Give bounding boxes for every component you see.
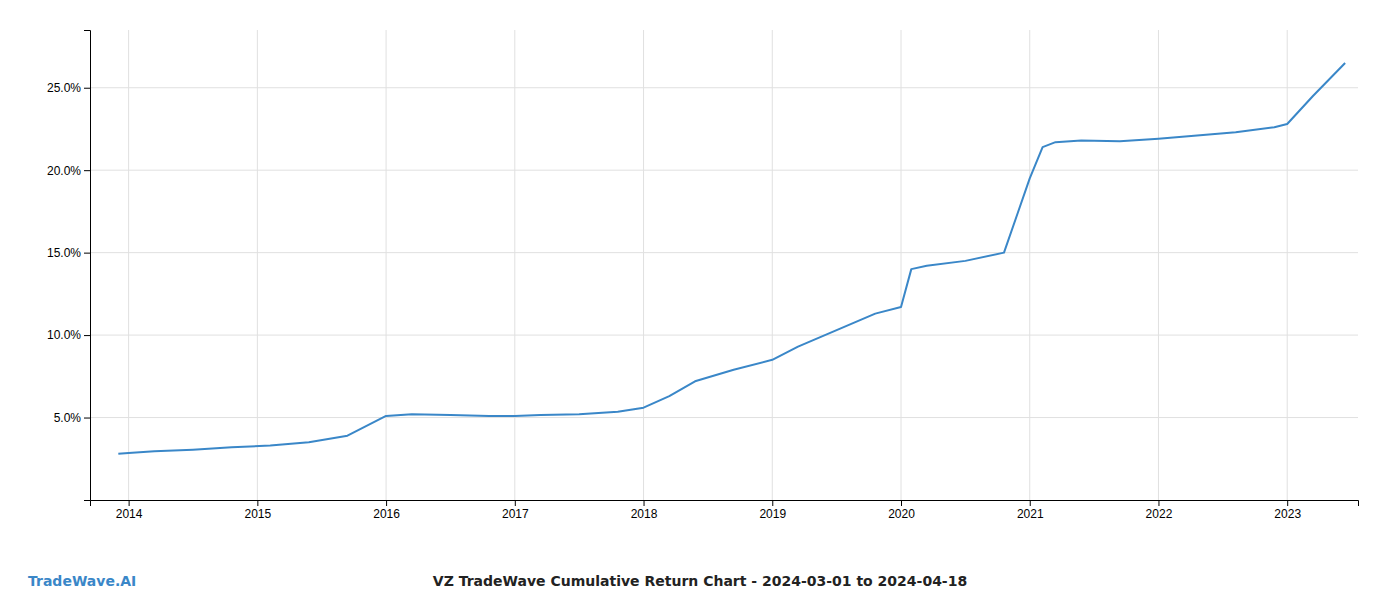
axis-line: [84, 31, 91, 501]
tick-mark: [901, 500, 902, 506]
x-tick: 2016: [373, 500, 400, 521]
tick-label: 10.0%: [47, 328, 81, 342]
tick-label: 2018: [631, 507, 658, 521]
grid-line: [257, 30, 258, 500]
tick-label: 25.0%: [47, 81, 81, 95]
y-tick: 25.0%: [47, 81, 90, 95]
tick-label: 2015: [244, 507, 271, 521]
grid-line: [1158, 30, 1159, 500]
axis-line: [91, 501, 1359, 507]
title: VZ TradeWave Cumulative Return Chart - 2…: [433, 573, 967, 589]
grid-line: [90, 170, 1358, 171]
tick-label: 2014: [116, 507, 143, 521]
tick-label: 2020: [888, 507, 915, 521]
tick-label: 2017: [502, 507, 529, 521]
grid-line: [514, 30, 515, 500]
tick-mark: [84, 418, 90, 419]
plot: 2014 2015 2016 2017 2018 2019 2020 2021 2022 2023…: [47, 30, 1359, 521]
x-tick: 2020: [888, 500, 915, 521]
grid-line: [386, 30, 387, 500]
tick-mark: [257, 500, 258, 506]
grid-line: [90, 87, 1358, 88]
chart: 2014 2015 2016 2017 2018 2019 2020 2021 2022 2023…: [0, 0, 1400, 600]
tick-label: 2019: [759, 507, 786, 521]
tick-mark: [84, 335, 90, 336]
x-tick: 2019: [759, 500, 786, 521]
tick-mark: [84, 88, 90, 89]
x-tick: 2023: [1274, 500, 1301, 521]
y-tick: 10.0%: [47, 328, 90, 342]
tick-label: 2016: [373, 507, 400, 521]
series: [118, 63, 1345, 454]
tick-mark: [644, 500, 645, 506]
grid-line: [1029, 30, 1030, 500]
tick-label: 15.0%: [47, 246, 81, 260]
tick-mark: [84, 170, 90, 171]
tick-mark: [772, 500, 773, 506]
tick-label: 2023: [1274, 507, 1301, 521]
line: [118, 63, 1345, 454]
grid-line: [643, 30, 644, 500]
x-tick: 2022: [1146, 500, 1173, 521]
grid-line: [772, 30, 773, 500]
y-tick: 20.0%: [47, 164, 90, 178]
x-axis: 2014 2015 2016 2017 2018 2019 2020 2021 2022 2023: [91, 500, 1359, 521]
grid-line: [90, 417, 1358, 418]
tick-label: 20.0%: [47, 164, 81, 178]
x-tick: 2018: [631, 500, 658, 521]
grid-line: [90, 335, 1358, 336]
grid-line: [90, 252, 1358, 253]
tick-mark: [1158, 500, 1159, 506]
y-axis: 5.0% 10.0% 15.0% 20.0% 25.0%: [47, 31, 91, 501]
tick-mark: [129, 500, 130, 506]
tick-label: 2021: [1017, 507, 1044, 521]
tick-mark: [386, 500, 387, 506]
tick-mark: [1287, 500, 1288, 506]
tick-mark: [515, 500, 516, 506]
x-tick: 2015: [244, 500, 271, 521]
x-tick: 2021: [1017, 500, 1044, 521]
tick-mark: [1030, 500, 1031, 506]
y-tick: 5.0%: [54, 411, 90, 425]
y-tick: 15.0%: [47, 246, 90, 260]
x-tick: 2017: [502, 500, 529, 521]
grid-line: [128, 30, 129, 500]
tick-mark: [84, 253, 90, 254]
tick-label: 5.0%: [54, 411, 82, 425]
x-tick: 2014: [116, 500, 143, 521]
watermark: TradeWave.AI: [28, 573, 136, 589]
tick-label: 2022: [1146, 507, 1173, 521]
grid-line: [901, 30, 902, 500]
grid: [90, 30, 1358, 500]
grid-line: [1287, 30, 1288, 500]
